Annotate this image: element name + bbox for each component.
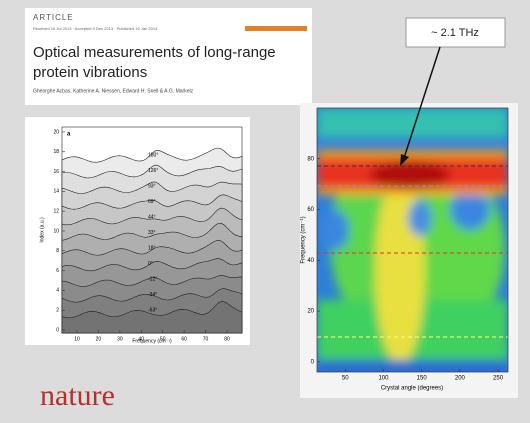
x-tick-label: 200 xyxy=(455,376,466,382)
curve-label: -34° xyxy=(148,292,157,298)
y-axis-label: Index (a.u.) xyxy=(39,217,45,243)
logo: nature xyxy=(40,379,115,412)
x-tick-label: 250 xyxy=(493,376,504,382)
x-tick-label: 60 xyxy=(181,336,187,342)
curve-label: 44° xyxy=(148,214,156,220)
annotation-box xyxy=(405,17,506,48)
curve-label: 18° xyxy=(148,245,156,251)
y-tick-label: 4 xyxy=(56,288,59,294)
y-tick-label: 80 xyxy=(307,156,314,162)
authors: Gheorghe Acbas, Katherine A. Niessen, Ed… xyxy=(33,88,194,94)
y-tick-label: 0 xyxy=(311,359,315,365)
title-line: Optical measurements of long-range xyxy=(33,44,276,61)
y-tick-label: 2 xyxy=(56,308,59,314)
x-axis-label: Frequency (cm⁻¹) xyxy=(132,338,172,344)
y-tick-label: 16 xyxy=(53,169,59,175)
x-tick-label: 100 xyxy=(378,376,389,382)
y-tick-label: 10 xyxy=(53,228,59,234)
y-tick-label: 6 xyxy=(56,268,59,274)
x-tick-label: 80 xyxy=(224,336,230,342)
x-tick-label: 40 xyxy=(139,336,145,342)
y-tick-label: 60 xyxy=(307,207,314,213)
x-tick-label: 50 xyxy=(160,336,166,342)
ridge xyxy=(61,301,243,334)
y-tick-label: 18 xyxy=(53,149,59,155)
curve-label: -63° xyxy=(148,307,157,313)
y-tick-label: 12 xyxy=(53,209,59,215)
kicker: ARTICLE xyxy=(33,13,74,22)
x-tick-label: 50 xyxy=(342,376,349,382)
curve-label: 69° xyxy=(148,199,156,205)
annotation-arrow xyxy=(403,46,441,159)
x-tick-label: 70 xyxy=(203,336,209,342)
dates: Received 16 Jul 2013 · Accepted 9 Dec 20… xyxy=(33,26,158,31)
heatmap xyxy=(317,108,508,372)
doi-badge xyxy=(245,26,307,31)
y-tick-label: 20 xyxy=(53,129,59,135)
x-axis-label: Crystal angle (degrees) xyxy=(381,386,443,392)
y-axis-label: Frequency (cm⁻¹) xyxy=(301,216,307,263)
x-tick-label: 150 xyxy=(417,376,428,382)
curve-label: -12° xyxy=(148,276,157,282)
y-tick-label: 20 xyxy=(307,309,314,315)
right-axes xyxy=(316,107,509,373)
curve-label: 33° xyxy=(148,230,156,236)
y-tick-label: 8 xyxy=(56,248,59,254)
curve-label: 93° xyxy=(148,183,156,189)
arrowhead xyxy=(400,154,409,166)
y-tick-label: 40 xyxy=(307,258,314,264)
title-line: protein vibrations xyxy=(33,64,147,81)
curve-label: 0° xyxy=(148,261,153,267)
y-tick-label: 14 xyxy=(53,189,59,195)
article-header xyxy=(25,8,312,105)
curve-label: 126° xyxy=(148,168,158,174)
annotation: ~ 2.1 THz xyxy=(431,27,479,39)
x-tick-label: 10 xyxy=(74,336,80,342)
x-tick-label: 20 xyxy=(96,336,102,342)
ridges: 180° 126° 93° 69° 44° 33° 18° 0° -12° -34° -63° xyxy=(61,147,243,334)
panel-label: a xyxy=(67,132,71,138)
curve-label: 180° xyxy=(148,152,158,158)
y-tick-label: 0 xyxy=(56,327,59,333)
x-tick-label: 30 xyxy=(117,336,123,342)
